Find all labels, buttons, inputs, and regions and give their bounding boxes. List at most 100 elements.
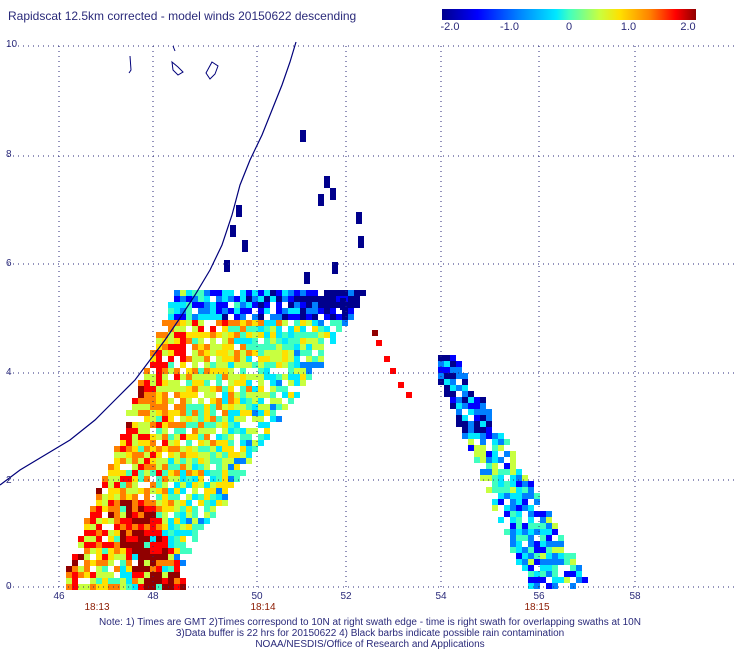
- wind-cell: [186, 290, 192, 296]
- wind-cell: [246, 428, 252, 434]
- wind-cell: [156, 410, 162, 416]
- wind-cell: [228, 482, 234, 488]
- wind-cell: [516, 511, 522, 517]
- wind-cell: [510, 493, 516, 499]
- wind-cell: [204, 518, 210, 524]
- wind-cell: [204, 356, 210, 362]
- wind-cell: [180, 302, 186, 308]
- wind-cell: [228, 476, 234, 482]
- wind-cell: [246, 392, 252, 398]
- wind-cell: [126, 512, 132, 518]
- wind-cell: [534, 547, 540, 553]
- wind-cell: [240, 434, 246, 440]
- chart-title: Rapidscat 12.5km corrected - model winds…: [8, 9, 357, 23]
- wind-cell: [288, 326, 294, 332]
- wind-cell: [376, 340, 382, 346]
- wind-cell: [300, 308, 306, 314]
- wind-cell: [120, 572, 126, 578]
- wind-cell: [264, 326, 270, 332]
- wind-cell: [234, 332, 240, 338]
- wind-cell: [264, 350, 270, 356]
- wind-cell: [236, 205, 242, 211]
- wind-cell: [144, 488, 150, 494]
- wind-cell: [564, 577, 570, 583]
- wind-cell: [356, 212, 362, 218]
- wind-cell: [222, 308, 228, 314]
- wind-cell: [510, 505, 516, 511]
- wind-cell: [264, 356, 270, 362]
- wind-cell: [294, 314, 300, 320]
- wind-cell: [282, 356, 288, 362]
- wind-cell: [204, 410, 210, 416]
- wind-cell: [120, 458, 126, 464]
- wind-cell: [132, 584, 138, 590]
- wind-cell: [228, 332, 234, 338]
- wind-cell: [252, 446, 258, 452]
- wind-cell: [96, 494, 102, 500]
- wind-cell: [84, 584, 90, 590]
- wind-cell: [468, 445, 474, 451]
- wind-cell: [180, 386, 186, 392]
- wind-cell: [222, 332, 228, 338]
- wind-cell: [174, 404, 180, 410]
- wind-cell: [222, 434, 228, 440]
- wind-cell: [150, 392, 156, 398]
- wind-cell: [192, 302, 198, 308]
- wind-cell: [294, 308, 300, 314]
- wind-cell: [96, 566, 102, 572]
- wind-cell: [246, 302, 252, 308]
- wind-cell: [528, 523, 534, 529]
- wind-cell: [72, 560, 78, 566]
- wind-cell: [156, 512, 162, 518]
- wind-cell: [180, 398, 186, 404]
- wind-cell: [330, 308, 336, 314]
- wind-cell: [270, 416, 276, 422]
- wind-cell: [234, 428, 240, 434]
- wind-cell: [276, 386, 282, 392]
- wind-cell: [258, 308, 264, 314]
- wind-cell: [228, 326, 234, 332]
- wind-cell: [294, 374, 300, 380]
- wind-cell: [78, 536, 84, 542]
- wind-cell: [324, 314, 330, 320]
- wind-cell: [228, 338, 234, 344]
- wind-cell: [150, 410, 156, 416]
- wind-cell: [150, 386, 156, 392]
- wind-cell: [156, 506, 162, 512]
- wind-cell: [84, 548, 90, 554]
- lat-tick-label: 8: [6, 149, 12, 160]
- wind-cell: [546, 511, 552, 517]
- wind-cell: [324, 182, 330, 188]
- wind-cell: [252, 302, 258, 308]
- wind-cell: [126, 434, 132, 440]
- wind-cell: [168, 566, 174, 572]
- wind-cell: [216, 422, 222, 428]
- wind-cell: [198, 338, 204, 344]
- wind-cell: [132, 500, 138, 506]
- wind-cell: [222, 350, 228, 356]
- wind-cell: [168, 338, 174, 344]
- wind-cell: [358, 242, 364, 248]
- wind-cell: [222, 398, 228, 404]
- wind-cell: [156, 536, 162, 542]
- wind-cell: [528, 559, 534, 565]
- wind-cell: [228, 464, 234, 470]
- wind-cell: [192, 530, 198, 536]
- wind-cell: [162, 566, 168, 572]
- wind-cell: [288, 290, 294, 296]
- wind-cell: [144, 422, 150, 428]
- wind-cell: [198, 410, 204, 416]
- colorbar-label: -1.0: [500, 21, 519, 33]
- wind-cell: [168, 344, 174, 350]
- wind-cell: [264, 404, 270, 410]
- wind-cell: [90, 536, 96, 542]
- wind-cell: [222, 464, 228, 470]
- wind-cell: [552, 523, 558, 529]
- wind-cell: [240, 320, 246, 326]
- wind-cell: [240, 296, 246, 302]
- wind-cell: [192, 464, 198, 470]
- wind-cell: [84, 566, 90, 572]
- wind-cell: [162, 458, 168, 464]
- wind-cell: [156, 476, 162, 482]
- wind-cell: [510, 475, 516, 481]
